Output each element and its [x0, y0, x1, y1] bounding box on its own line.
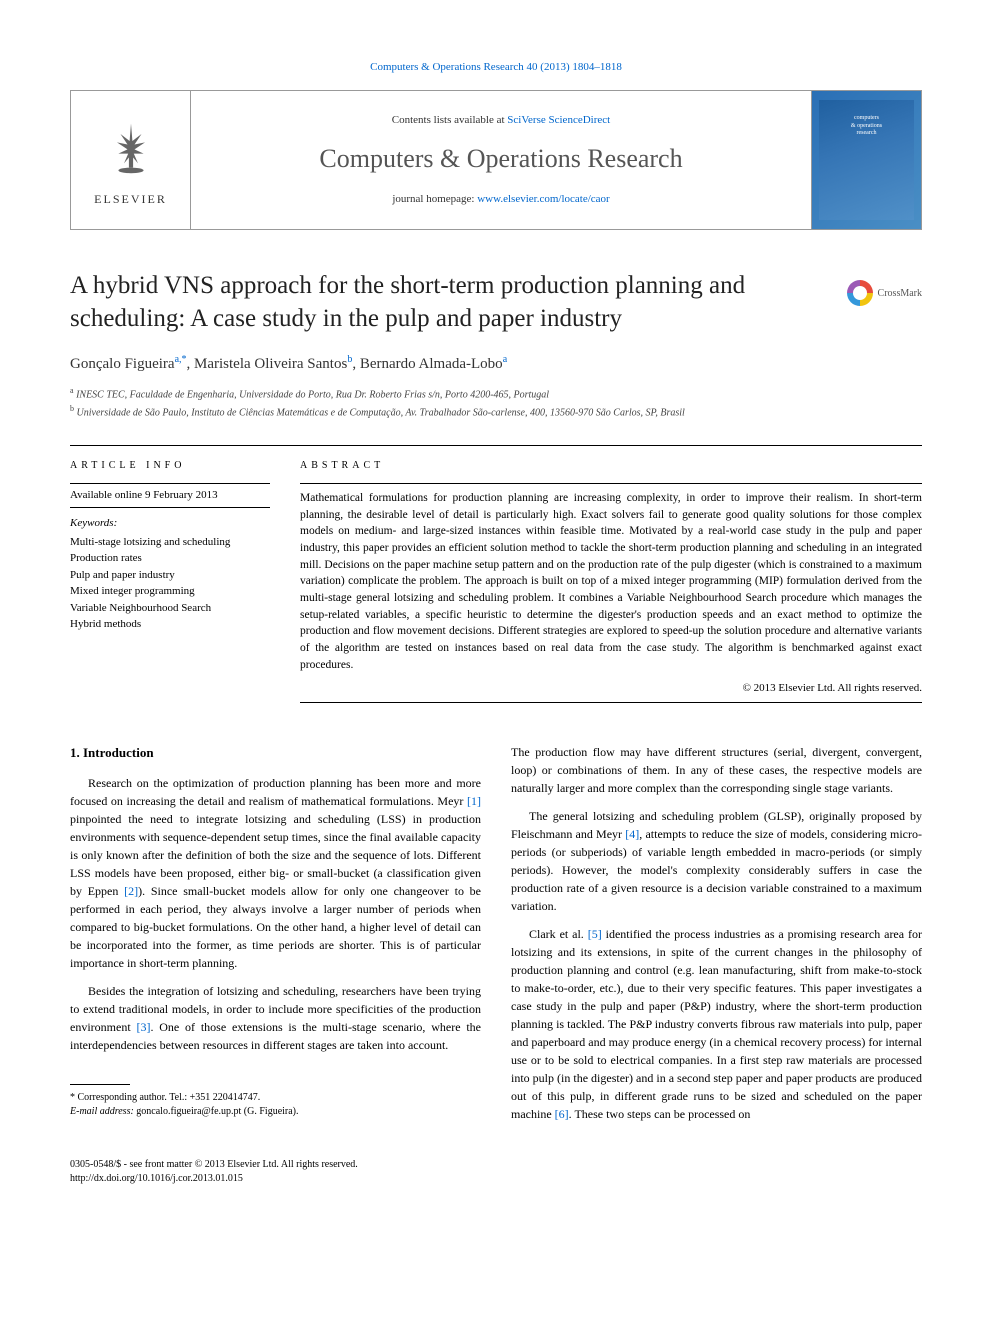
citation-link[interactable]: [1] [467, 794, 481, 808]
text: Clark et al. [529, 927, 588, 941]
author-3-sup: a [503, 354, 507, 365]
paragraph: Research on the optimization of producti… [70, 774, 481, 972]
right-column: The production flow may have different s… [511, 743, 922, 1133]
homepage-link[interactable]: www.elsevier.com/locate/caor [477, 193, 609, 205]
journal-header: ELSEVIER Contents lists available at Sci… [70, 90, 922, 230]
paragraph: Besides the integration of lotsizing and… [70, 982, 481, 1054]
page-header-link[interactable]: Computers & Operations Research 40 (2013… [70, 60, 922, 75]
citation-link[interactable]: [2] [124, 884, 138, 898]
crossmark-icon [847, 280, 873, 306]
copyright: © 2013 Elsevier Ltd. All rights reserved… [300, 681, 922, 696]
author-3: , Bernardo Almada-Lobo [352, 356, 502, 372]
article-info-heading: ARTICLE INFO [70, 459, 270, 473]
paragraph: Clark et al. [5] identified the process … [511, 925, 922, 1123]
crossmark-badge[interactable]: CrossMark [847, 280, 922, 306]
citation-link[interactable]: [5] [588, 927, 602, 941]
citation-link[interactable]: [3] [136, 1020, 150, 1034]
divider [300, 702, 922, 703]
keywords-list: Multi-stage lotsizing and scheduling Pro… [70, 534, 270, 633]
journal-homepage: journal homepage: www.elsevier.com/locat… [392, 192, 609, 207]
issn-line: 0305-0548/$ - see front matter © 2013 El… [70, 1158, 922, 1172]
publisher-logo-cell: ELSEVIER [71, 91, 191, 229]
sciencedirect-link[interactable]: SciVerse ScienceDirect [507, 114, 610, 126]
section-heading-1: 1. Introduction [70, 743, 481, 763]
page-footer: 0305-0548/$ - see front matter © 2013 El… [70, 1158, 922, 1186]
journal-cover-cell: computers & operations research [811, 91, 921, 229]
author-2: , Maristela Oliveira Santos [187, 356, 348, 372]
available-online: Available online 9 February 2013 [70, 483, 270, 508]
email-note: E-mail address: goncalo.figueira@fe.up.p… [70, 1105, 481, 1119]
article-title: A hybrid VNS approach for the short-term… [70, 270, 922, 335]
citation-link[interactable]: [4] [625, 827, 639, 841]
contents-available: Contents lists available at SciVerse Sci… [392, 113, 610, 128]
affil-b: Universidade de São Paulo, Instituto de … [74, 407, 685, 418]
elsevier-label: ELSEVIER [94, 191, 167, 208]
author-1: Gonçalo Figueira [70, 356, 175, 372]
article-info: ARTICLE INFO Available online 9 February… [70, 451, 270, 703]
elsevier-tree-icon [96, 113, 166, 183]
abstract-heading: ABSTRACT [300, 459, 922, 473]
paragraph: The general lotsizing and scheduling pro… [511, 807, 922, 915]
citation-link[interactable]: [6] [555, 1107, 569, 1121]
journal-name: Computers & Operations Research [319, 141, 682, 177]
homepage-prefix: journal homepage: [392, 193, 477, 205]
abstract: ABSTRACT Mathematical formulations for p… [300, 451, 922, 703]
body-text: 1. Introduction Research on the optimiza… [70, 743, 922, 1133]
cover-text-1: computers [854, 115, 879, 122]
authors: Gonçalo Figueiraa,*, Maristela Oliveira … [70, 353, 922, 375]
doi-link[interactable]: http://dx.doi.org/10.1016/j.cor.2013.01.… [70, 1172, 922, 1186]
corresponding-author-note: * Corresponding author. Tel.: +351 22041… [70, 1091, 481, 1105]
affiliations: a INESC TEC, Faculdade de Engenharia, Un… [70, 385, 922, 420]
cover-text-2: & operations [851, 123, 882, 130]
abstract-text: Mathematical formulations for production… [300, 483, 922, 673]
text: Research on the optimization of producti… [70, 776, 481, 808]
text: identified the process industries as a p… [511, 927, 922, 1121]
journal-cover-icon: computers & operations research [819, 100, 914, 220]
contents-prefix: Contents lists available at [392, 114, 507, 126]
affil-a: INESC TEC, Faculdade de Engenharia, Univ… [74, 390, 550, 401]
divider [70, 445, 922, 446]
title-text: A hybrid VNS approach for the short-term… [70, 272, 745, 332]
keywords-label: Keywords: [70, 516, 270, 531]
header-center: Contents lists available at SciVerse Sci… [191, 91, 811, 229]
cover-text-3: research [857, 130, 877, 137]
left-column: 1. Introduction Research on the optimiza… [70, 743, 481, 1133]
email-address[interactable]: goncalo.figueira@fe.up.pt (G. Figueira). [136, 1106, 298, 1117]
email-label: E-mail address: [70, 1106, 136, 1117]
author-1-sup: a,* [175, 354, 187, 365]
footnote-separator [70, 1084, 130, 1085]
text: . These two steps can be processed on [569, 1107, 751, 1121]
crossmark-label: CrossMark [878, 287, 922, 300]
paragraph: The production flow may have different s… [511, 743, 922, 797]
